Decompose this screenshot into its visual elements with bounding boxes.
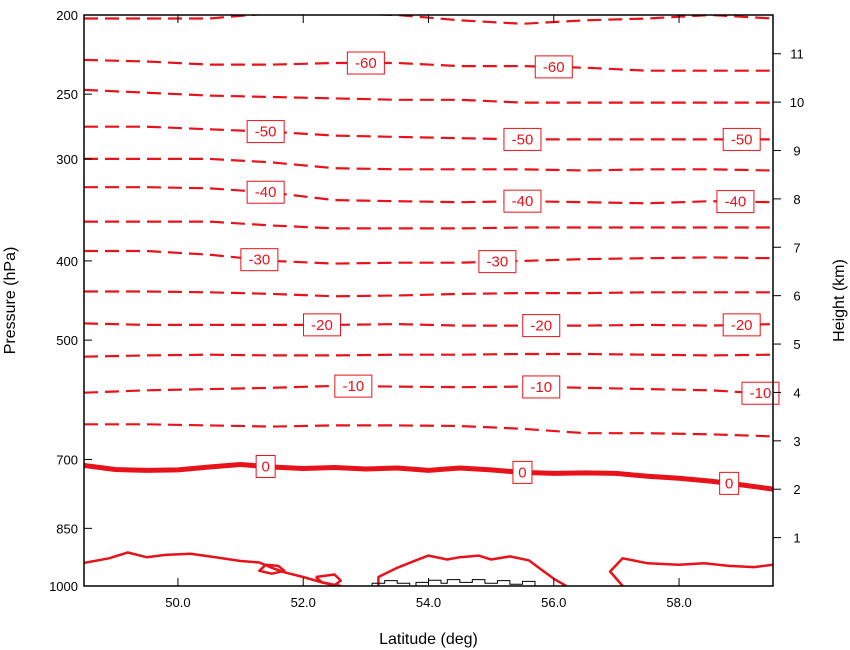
contour-label: -10 (750, 385, 772, 402)
contour-label: -30 (487, 254, 509, 271)
x-tick-label: 50.0 (165, 595, 190, 610)
contour-label: -10 (342, 378, 364, 395)
y2-tick-label: 1 (793, 531, 800, 546)
x-tick-label: 54.0 (416, 595, 441, 610)
y-tick-label: 850 (56, 521, 78, 536)
y2-tick-label: 7 (793, 240, 800, 255)
contour-label: -10 (530, 379, 552, 396)
contour-label-box (346, 51, 385, 75)
contour-line-m40 (84, 186, 773, 205)
contour-label: -60 (543, 59, 565, 76)
x-tick-label: 58.0 (666, 595, 691, 610)
y-tick-label: 1000 (49, 579, 78, 594)
contour-line-m10 (84, 384, 773, 396)
contour-labels-layer: -60 -60 -50 -50 -50 -40 -40 -40 -30 -30 -20 -20 -20 -… (240, 51, 780, 495)
contour-label: -50 (512, 131, 534, 148)
contour-label-box (522, 314, 561, 338)
contour-label-box (334, 374, 373, 398)
contour-label-box (503, 189, 542, 213)
contour-line-m45 (84, 157, 773, 172)
contour-line-5 (84, 551, 342, 586)
x-tick-label: 56.0 (541, 595, 566, 610)
contour-line-5 (608, 557, 773, 586)
contour-label: -40 (255, 184, 277, 201)
contour-label-box (246, 120, 285, 144)
y-tick-label: 400 (56, 254, 78, 269)
y2-axis-title: Height (km) (831, 259, 848, 342)
contour-line-m25 (84, 290, 773, 298)
contour-label: -20 (311, 317, 333, 334)
contours-layer (84, 15, 773, 586)
contour-line-m15 (84, 352, 773, 358)
contour-label: 0 (518, 464, 526, 481)
y-tick-label: 200 (56, 8, 78, 23)
y2-tick-label: 6 (793, 289, 800, 304)
contour-line-m60 (84, 58, 773, 72)
terrain-layer (371, 579, 536, 586)
contour-label: -20 (530, 318, 552, 335)
x-tick-label: 52.0 (291, 595, 316, 610)
axes-layer: 50.0 52.0 54.0 56.0 58.020025030040050070085… (49, 8, 804, 610)
contour-label-box (741, 381, 780, 405)
contour-line-m35 (84, 220, 773, 230)
y2-tick-label: 2 (793, 482, 800, 497)
contour-label: -50 (731, 131, 753, 148)
contour-line-m5 (84, 423, 773, 438)
contour-label-box (303, 313, 342, 337)
contour-label: -30 (249, 252, 271, 269)
y2-tick-label: 4 (793, 385, 800, 400)
contour-line-5 (314, 573, 343, 586)
contour-label-box (722, 313, 761, 337)
contour-label-box (240, 248, 279, 272)
contour-label-box (716, 190, 755, 214)
contour-label-box (719, 471, 740, 495)
y-tick-label: 700 (56, 452, 78, 467)
contour-label-box (503, 127, 542, 151)
contour-line-m20 (84, 322, 773, 327)
contour-label: -20 (731, 317, 753, 334)
contour-line-m55 (84, 88, 773, 104)
contour-label-box (512, 460, 533, 484)
y-tick-label: 500 (56, 333, 78, 348)
y-tick-label: 300 (56, 152, 78, 167)
y2-tick-label: 11 (790, 47, 804, 62)
y2-tick-label: 5 (793, 337, 800, 352)
contour-label: -40 (512, 193, 534, 210)
contour-label: 0 (261, 458, 269, 475)
contour-line-0 (84, 462, 773, 492)
y2-tick-label: 3 (793, 434, 800, 449)
contour-line-m50 (84, 125, 773, 141)
y-tick-label: 250 (56, 87, 78, 102)
contour-label-box (522, 375, 561, 399)
contour-line-m30 (84, 249, 773, 265)
contour-label-box (255, 454, 276, 478)
contour-label: -50 (255, 124, 277, 141)
y2-tick-label: 9 (793, 143, 800, 158)
contour-line-5 (258, 563, 286, 575)
x-axis-title: Latitude (deg) (379, 631, 478, 648)
y-axis-title: Pressure (hPa) (2, 247, 19, 355)
y2-tick-label: 8 (793, 192, 800, 207)
contour-label-box (246, 180, 285, 204)
contour-label-box (722, 127, 761, 151)
y2-tick-label: 10 (790, 95, 804, 110)
contour-label: -40 (725, 194, 747, 211)
contour-label-box (478, 250, 517, 274)
contour-line-5 (377, 554, 567, 586)
contour-label-box (534, 55, 573, 79)
terrain-outline (371, 579, 536, 586)
contour-label: 0 (725, 475, 733, 492)
contour-label: -60 (355, 55, 377, 72)
